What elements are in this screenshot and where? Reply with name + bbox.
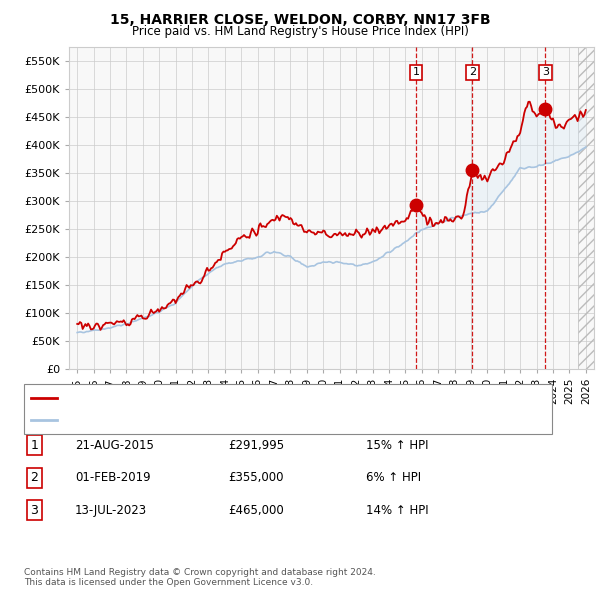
Text: 15, HARRIER CLOSE, WELDON, CORBY, NN17 3FB (detached house): 15, HARRIER CLOSE, WELDON, CORBY, NN17 3… — [61, 392, 413, 402]
Text: 13-JUL-2023: 13-JUL-2023 — [75, 504, 147, 517]
Text: 14% ↑ HPI: 14% ↑ HPI — [366, 504, 428, 517]
Text: Contains HM Land Registry data © Crown copyright and database right 2024.: Contains HM Land Registry data © Crown c… — [24, 568, 376, 577]
Text: 1: 1 — [30, 439, 38, 452]
Text: HPI: Average price, detached house, North Northamptonshire: HPI: Average price, detached house, Nort… — [61, 415, 382, 425]
Text: 3: 3 — [542, 67, 549, 77]
Text: 1: 1 — [412, 67, 419, 77]
Text: Price paid vs. HM Land Registry's House Price Index (HPI): Price paid vs. HM Land Registry's House … — [131, 25, 469, 38]
Text: £465,000: £465,000 — [228, 504, 284, 517]
Text: 21-AUG-2015: 21-AUG-2015 — [75, 439, 154, 452]
Text: 2: 2 — [469, 67, 476, 77]
Text: This data is licensed under the Open Government Licence v3.0.: This data is licensed under the Open Gov… — [24, 578, 313, 587]
Text: £291,995: £291,995 — [228, 439, 284, 452]
Text: 6% ↑ HPI: 6% ↑ HPI — [366, 471, 421, 484]
Text: 2: 2 — [30, 471, 38, 484]
Text: 15, HARRIER CLOSE, WELDON, CORBY, NN17 3FB: 15, HARRIER CLOSE, WELDON, CORBY, NN17 3… — [110, 13, 490, 27]
Text: 15% ↑ HPI: 15% ↑ HPI — [366, 439, 428, 452]
Text: £355,000: £355,000 — [228, 471, 284, 484]
Text: 01-FEB-2019: 01-FEB-2019 — [75, 471, 151, 484]
Text: 3: 3 — [30, 504, 38, 517]
